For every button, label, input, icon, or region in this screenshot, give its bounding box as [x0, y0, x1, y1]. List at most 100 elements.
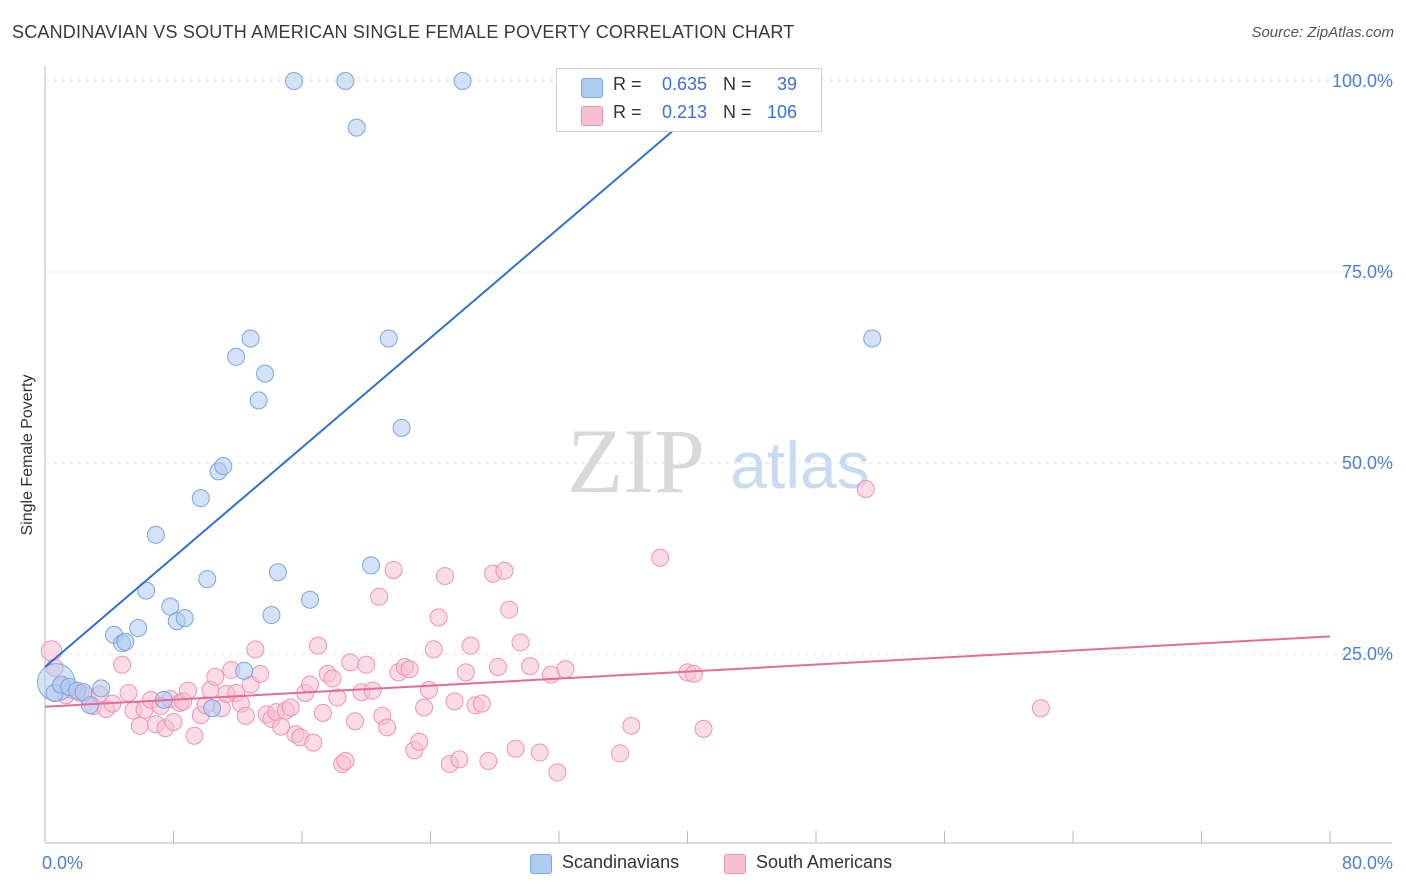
south-americans-point [304, 733, 323, 752]
south-americans-point [251, 664, 270, 683]
south-americans-point [246, 640, 265, 659]
south-americans-point [622, 716, 641, 735]
south-americans-point [684, 664, 703, 683]
watermark-zip: ZIP [567, 410, 705, 512]
south-americans-point [309, 636, 328, 655]
south-americans-point [556, 660, 575, 679]
south-americans-point [400, 660, 419, 679]
chart-title: SCANDINAVIAN VS SOUTH AMERICAN SINGLE FE… [12, 22, 795, 42]
south-americans-point [206, 667, 225, 686]
scandinavians-point [146, 525, 165, 544]
south-americans-point [479, 751, 498, 770]
south-americans-point [346, 712, 365, 731]
legend-r-label: R = [613, 74, 642, 94]
legend-n-value: 106 [766, 102, 797, 122]
south-americans-point [435, 567, 454, 586]
legend-swatch-south-americans [581, 106, 603, 126]
south-americans-points [40, 479, 1050, 782]
scandinavians-point [241, 329, 260, 348]
scandinavians-point [198, 570, 217, 589]
legend-r-value: 0.213 [661, 102, 707, 122]
south-americans-point [185, 726, 204, 745]
scandinavians-point [863, 329, 882, 348]
south-americans-point [313, 703, 332, 722]
south-americans-point [611, 744, 630, 763]
scandinavians-point [191, 489, 210, 508]
bottom-legend-label-scandinavians: Scandinavians [562, 852, 680, 872]
scandinavians-point [379, 329, 398, 348]
watermark-atlas: atlas [730, 428, 869, 502]
south-americans-point [378, 718, 397, 737]
scandinavians-point [203, 699, 222, 718]
south-americans-point [548, 763, 567, 782]
scandinavians-point [362, 556, 381, 575]
scandinavians-point [392, 418, 411, 437]
south-americans-point [341, 653, 360, 672]
south-americans-point [384, 560, 403, 579]
scandinavians-point [347, 118, 366, 137]
scandinavians-point [249, 391, 268, 410]
scandinavians-point [268, 563, 287, 582]
south-americans-point [178, 681, 197, 700]
south-americans-point [323, 669, 342, 688]
south-americans-point [856, 479, 875, 498]
south-americans-point [357, 655, 376, 674]
south-americans-trend-line [44, 635, 1331, 708]
y-tick-label: 25.0% [1342, 644, 1393, 664]
south-americans-point [328, 688, 347, 707]
scandinavians-point [235, 661, 254, 680]
bottom-legend-swatch-scandinavians [530, 854, 552, 874]
south-americans-point [419, 680, 438, 699]
tick-labels: 25.0% 50.0% 75.0% 100.0% 0.0% 80.0% [42, 71, 1393, 873]
y-tick-label: 100.0% [1332, 71, 1393, 91]
scandinavians-point [336, 72, 355, 90]
legend-r-value: 0.635 [661, 74, 707, 94]
legend-n-value: 39 [776, 74, 797, 94]
bottom-legend-label-south-americans: South Americans [756, 852, 893, 872]
south-americans-point [113, 655, 132, 674]
south-americans-point [424, 640, 443, 659]
south-americans-point [472, 694, 491, 713]
south-americans-point [456, 663, 475, 682]
legend-n-label: N = [723, 74, 752, 94]
south-americans-point [40, 640, 63, 662]
scandinavians-trend-line [44, 76, 737, 668]
south-americans-point [301, 675, 320, 694]
south-americans-point [236, 706, 255, 725]
scandinavians-point [284, 72, 303, 90]
south-americans-point [415, 698, 434, 717]
south-americans-point [530, 743, 549, 762]
legend-n-label: N = [723, 102, 752, 122]
legend: R = 0.635 N = 39 R = 0.213 N = 106 [556, 68, 822, 132]
y-tick-label: 50.0% [1342, 453, 1393, 473]
scandinavians-point [137, 581, 156, 600]
south-americans-point [363, 681, 382, 700]
south-americans-point [445, 692, 464, 711]
scandinavians-point [301, 590, 320, 609]
south-americans-point [500, 600, 519, 619]
grid-lines [45, 77, 1392, 655]
scandinavians-point [116, 632, 135, 651]
south-americans-point [281, 698, 300, 717]
south-americans-point [410, 732, 429, 751]
scandinavians-point [92, 679, 111, 698]
south-americans-point [461, 636, 480, 655]
scandinavians-point [214, 457, 233, 476]
trend-lines [44, 76, 1331, 708]
legend-swatch-scandinavians [581, 78, 603, 98]
south-americans-point [488, 657, 507, 676]
south-americans-point [511, 633, 530, 652]
south-americans-point [1031, 699, 1050, 718]
south-americans-point [336, 751, 355, 770]
scandinavians-point [129, 619, 148, 638]
x-tick-label: 80.0% [1342, 853, 1393, 873]
south-americans-point [130, 716, 149, 735]
x-tick-label: 0.0% [42, 853, 83, 873]
scandinavians-point [175, 609, 194, 628]
watermark: ZIP atlas [567, 410, 870, 512]
legend-r-label: R = [613, 102, 642, 122]
source-label: Source: ZipAtlas.com [1251, 24, 1394, 41]
axes [44, 66, 1392, 844]
scandinavians-point [227, 347, 246, 366]
